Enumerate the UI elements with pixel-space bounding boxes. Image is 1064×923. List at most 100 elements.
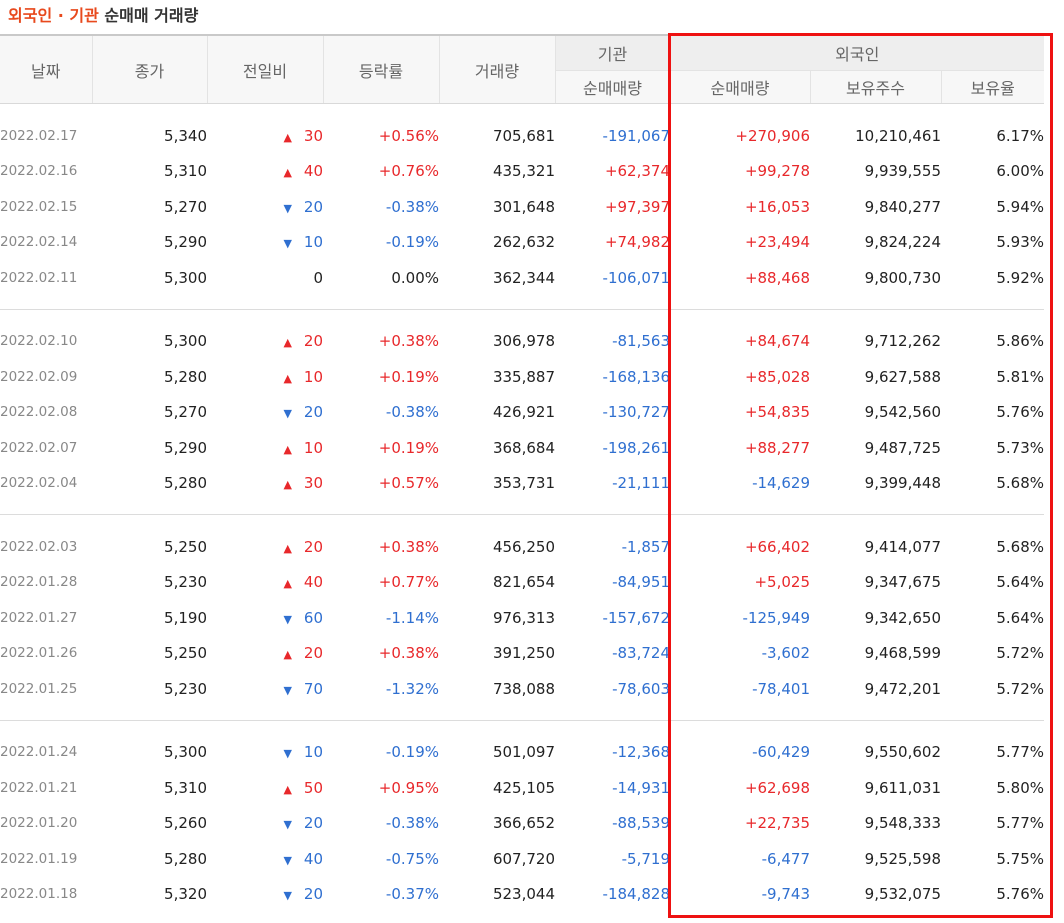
cell-change: ▲ 20 (207, 529, 323, 565)
cell-foreign-holdings: 9,487,725 (864, 438, 941, 457)
cell-change: ▼ 20 (207, 806, 323, 842)
cell-change: ▼ 70 (207, 671, 323, 707)
cell-institution-net: -88,539 (612, 814, 670, 833)
cell-volume: 301,648 (492, 197, 555, 216)
cell-foreign-holdings: 9,468,599 (864, 644, 941, 663)
cell-date: 2022.02.15 (0, 198, 78, 215)
table-row: 2022.01.25 5,230 ▼ 70 -1.32% 738,088 -78,603 -7… (0, 671, 1044, 707)
table-row: 2022.01.24 5,300 ▼ 10 -0.19% 501,097 -12,368 -6… (0, 735, 1044, 771)
cell-foreign-ratio: 5.76% (996, 885, 1044, 904)
arrow-down-icon: ▼ (283, 889, 292, 903)
cell-volume: 425,105 (492, 778, 555, 797)
arrow-down-icon: ▼ (283, 201, 292, 215)
table-row: 2022.01.20 5,260 ▼ 20 -0.38% 366,652 -88,539 +2… (0, 806, 1044, 842)
cell-date: 2022.01.28 (0, 574, 78, 591)
cell-volume: 335,887 (492, 367, 555, 386)
cell-rate: +0.57% (378, 474, 439, 493)
table-row: 2022.01.26 5,250 ▲ 20 +0.38% 391,250 -83,724 -3… (0, 636, 1044, 672)
arrow-down-icon: ▼ (283, 612, 292, 626)
arrow-down-icon: ▼ (283, 407, 292, 421)
cell-rate: +0.95% (378, 778, 439, 797)
table-row: 2022.02.03 5,250 ▲ 20 +0.38% 456,250 -1,857 +66… (0, 529, 1044, 565)
cell-foreign-holdings: 9,347,675 (864, 573, 941, 592)
cell-change-value: 20 (303, 403, 323, 422)
cell-date: 2022.01.21 (0, 779, 78, 796)
cell-foreign-holdings: 10,210,461 (855, 126, 941, 145)
cell-foreign-net: +84,674 (744, 332, 810, 351)
cell-change: ▲ 10 (207, 430, 323, 466)
cell-close: 5,320 (164, 885, 207, 904)
cell-close: 5,300 (164, 268, 207, 287)
header-foreign-ratio: 보유율 (940, 70, 1044, 104)
cell-date: 2022.01.18 (0, 886, 78, 903)
cell-institution-net: -198,261 (602, 438, 670, 457)
cell-foreign-net: +22,735 (744, 814, 810, 833)
cell-foreign-holdings: 9,399,448 (864, 474, 941, 493)
cell-change-value: 10 (303, 233, 323, 252)
cell-institution-net: -83,724 (612, 644, 670, 663)
cell-volume: 976,313 (492, 608, 555, 627)
arrow-up-icon: ▲ (283, 541, 292, 555)
section-title-foreign-institution: 외국인 · 기관 (8, 6, 99, 25)
header-volume: 거래량 (438, 34, 555, 104)
cell-institution-net: -157,672 (602, 608, 670, 627)
cell-rate: -0.38% (385, 197, 439, 216)
table-row: 2022.02.11 5,300 0 0.00% 362,344 -106,071 +88,… (0, 260, 1044, 296)
cell-foreign-holdings: 9,414,077 (864, 537, 941, 556)
cell-institution-net: -130,727 (602, 403, 670, 422)
cell-rate: +0.38% (378, 332, 439, 351)
table-row: 2022.02.08 5,270 ▼ 20 -0.38% 426,921 -130,727 +… (0, 395, 1044, 431)
cell-foreign-ratio: 5.80% (996, 778, 1044, 797)
cell-change-value: 50 (303, 778, 323, 797)
cell-change-value: 10 (303, 743, 323, 762)
cell-foreign-net: +16,053 (744, 197, 810, 216)
arrow-down-icon: ▼ (283, 747, 292, 761)
cell-rate: +0.19% (378, 438, 439, 457)
cell-institution-net: +62,374 (604, 162, 670, 181)
cell-close: 5,340 (164, 126, 207, 145)
cell-change: ▼ 10 (207, 735, 323, 771)
cell-rate: +0.76% (378, 162, 439, 181)
cell-foreign-holdings: 9,532,075 (864, 885, 941, 904)
table-row: 2022.02.15 5,270 ▼ 20 -0.38% 301,648 +97,397 +1… (0, 189, 1044, 225)
cell-volume: 368,684 (492, 438, 555, 457)
cell-foreign-ratio: 5.68% (996, 537, 1044, 556)
cell-foreign-ratio: 5.77% (996, 814, 1044, 833)
group-spacer (0, 720, 1044, 735)
cell-rate: -0.19% (385, 233, 439, 252)
cell-change: ▼ 10 (207, 225, 323, 261)
cell-foreign-ratio: 5.64% (996, 573, 1044, 592)
table-row: 2022.01.19 5,280 ▼ 40 -0.75% 607,720 -5,719 -6,… (0, 841, 1044, 877)
cell-foreign-net: +99,278 (744, 162, 810, 181)
cell-change-value: 20 (303, 332, 323, 351)
cell-change-value: 20 (303, 814, 323, 833)
cell-date: 2022.02.10 (0, 333, 78, 350)
cell-institution-net: -191,067 (602, 126, 670, 145)
cell-change-value: 40 (303, 162, 323, 181)
cell-change-value: 20 (303, 885, 323, 904)
cell-foreign-ratio: 5.73% (996, 438, 1044, 457)
cell-foreign-holdings: 9,542,560 (864, 403, 941, 422)
cell-foreign-net: +270,906 (735, 126, 810, 145)
arrow-up-icon: ▲ (283, 336, 292, 350)
table-row: 2022.02.10 5,300 ▲ 20 +0.38% 306,978 -81,563 +8… (0, 324, 1044, 360)
cell-foreign-net: +88,277 (744, 438, 810, 457)
arrow-down-icon: ▼ (283, 237, 292, 251)
cell-volume: 362,344 (492, 268, 555, 287)
cell-change: ▼ 60 (207, 600, 323, 636)
cell-foreign-holdings: 9,800,730 (864, 268, 941, 287)
cell-change: ▲ 30 (207, 118, 323, 154)
header-institution-net: 순매매량 (554, 70, 670, 104)
cell-foreign-net: +88,468 (744, 268, 810, 287)
cell-foreign-net: -60,429 (752, 743, 810, 762)
cell-foreign-net: -14,629 (752, 474, 810, 493)
group-spacer (0, 515, 1044, 530)
cell-change: ▼ 20 (207, 395, 323, 431)
cell-foreign-net: +23,494 (744, 233, 810, 252)
cell-institution-net: -5,719 (621, 849, 670, 868)
header-date: 날짜 (0, 34, 92, 104)
cell-change: ▲ 10 (207, 359, 323, 395)
cell-foreign-holdings: 9,342,650 (864, 608, 941, 627)
section-title-net-volume: 순매매 거래량 (104, 6, 199, 25)
cell-date: 2022.02.14 (0, 234, 78, 251)
